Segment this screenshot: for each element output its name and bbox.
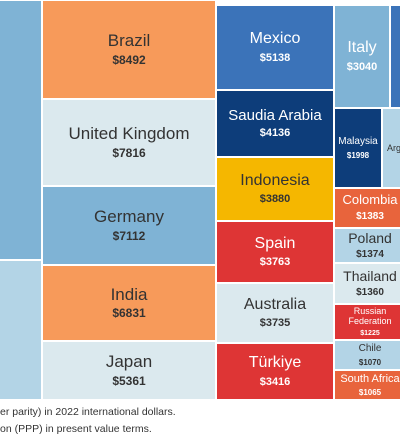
tile-value: $5138 <box>259 51 291 64</box>
tile-value: $7816 <box>112 145 146 160</box>
tile-united-kingdom[interactable]: United Kingdom $7816 <box>42 99 216 186</box>
tile-value: $1383 <box>356 211 384 223</box>
tile-south-africa[interactable]: South Africa $1065 <box>334 370 400 400</box>
tile-spain[interactable]: Spain $3763 <box>216 221 334 283</box>
tile-label: United Kingdom <box>68 124 190 144</box>
tile-label: Saudia Arabia <box>228 107 322 125</box>
tile-label: India <box>110 284 148 304</box>
chart-notes: er parity) in 2022 international dollars… <box>0 404 400 438</box>
tile-label: Chile <box>358 343 382 355</box>
note-line: er parity) in 2022 international dollars… <box>0 406 176 418</box>
tile-chile[interactable]: Chile $1070 <box>334 340 400 370</box>
treemap: Brazil $8492 United Kingdom $7816 Germany $71… <box>0 0 400 400</box>
tile-value: $1360 <box>356 287 384 299</box>
tile-brazil[interactable]: Brazil $8492 <box>42 0 216 99</box>
tile-label: Indonesia <box>240 171 310 189</box>
tile-label: Poland <box>348 230 392 247</box>
tile-label: Japan <box>105 352 153 372</box>
tile-value: $6831 <box>112 306 146 321</box>
tile-mexico[interactable]: Mexico $5138 <box>216 5 334 90</box>
tile-label: Mexico <box>249 30 301 48</box>
tile-value: $1070 <box>358 357 382 367</box>
tile-label: Brazil <box>107 31 151 51</box>
tile-australia[interactable]: Australia $3735 <box>216 283 334 343</box>
tile-label: South Africa <box>340 372 400 385</box>
tile-thailand[interactable]: Thailand $1360 <box>334 263 400 304</box>
tile-label: Türkiye <box>248 354 302 372</box>
tile-value: $7112 <box>112 228 146 243</box>
tile-india[interactable]: India $6831 <box>42 265 216 341</box>
tile-label: Malaysia <box>338 136 378 148</box>
tile-value: $3416 <box>259 375 291 388</box>
tile-italy[interactable]: Italy $3040 <box>334 5 390 108</box>
tile-value: $3735 <box>259 317 291 330</box>
tile-russian-federation[interactable]: Russian Federation $1225 <box>334 304 400 340</box>
tile-label: Colombia <box>342 192 398 208</box>
tile-t-rkiye[interactable]: Türkiye $3416 <box>216 343 334 400</box>
tile-value: $1225 <box>360 329 380 337</box>
tile-label: Russian Federation <box>348 306 392 327</box>
tile-label: Spain <box>254 234 296 252</box>
tile-value: $3040 <box>346 60 378 73</box>
tile-unlabeled-1[interactable] <box>0 260 42 400</box>
note-line: on (PPP) in present value terms. <box>0 423 152 435</box>
tile-label: Italy <box>347 39 377 57</box>
tile-value: $1374 <box>356 249 384 261</box>
tile-arg[interactable]: Arg <box>382 108 400 188</box>
tile-label: Australia <box>243 295 307 313</box>
tile-colombia[interactable]: Colombia $1383 <box>334 188 400 228</box>
tile-malaysia[interactable]: Malaysia $1998 <box>334 108 382 188</box>
tile-japan[interactable]: Japan $5361 <box>42 341 216 400</box>
tile-unlabeled-0[interactable] <box>0 0 42 260</box>
tile-germany[interactable]: Germany $7112 <box>42 186 216 265</box>
tile-value: $5361 <box>112 373 146 388</box>
tile-value: $1998 <box>346 150 370 160</box>
tile-unlabeled-14[interactable] <box>390 5 400 108</box>
tile-value: $8492 <box>112 52 146 67</box>
tile-poland[interactable]: Poland $1374 <box>334 228 400 263</box>
tile-value: $1065 <box>358 388 382 398</box>
tile-label: Thailand <box>343 268 397 285</box>
tile-indonesia[interactable]: Indonesia $3880 <box>216 157 334 221</box>
tile-value: $4136 <box>259 127 291 140</box>
tile-label: Germany <box>94 207 164 227</box>
tile-value: $3763 <box>259 256 291 269</box>
tile-label: Arg <box>386 142 400 153</box>
tile-saudia-arabia[interactable]: Saudia Arabia $4136 <box>216 90 334 157</box>
tile-value: $3880 <box>259 193 291 206</box>
